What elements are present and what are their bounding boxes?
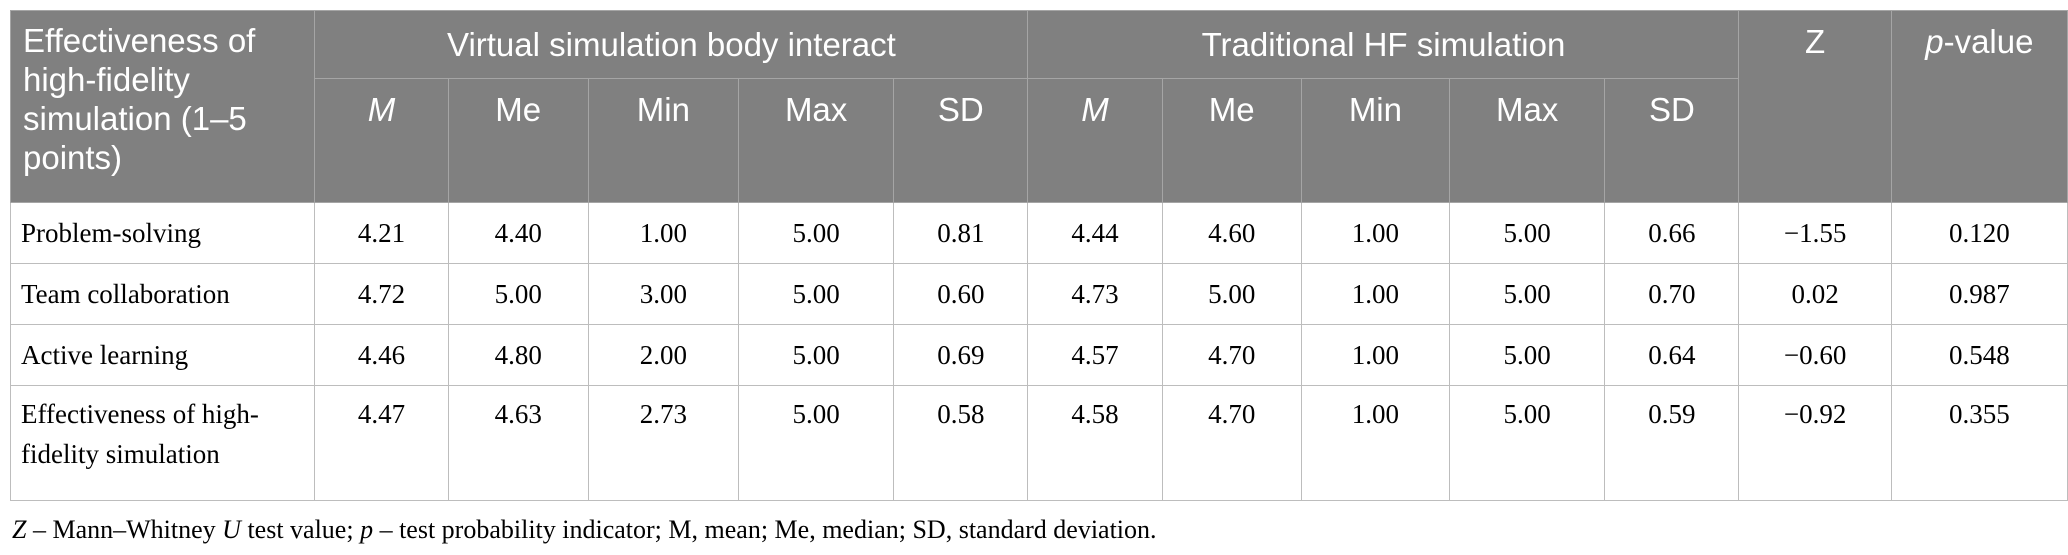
table-cell: 4.46 [314,324,449,386]
table-cell: 1.00 [1300,202,1451,264]
table-cell: 0.58 [893,385,1029,501]
table-cell: 4.70 [1161,324,1302,386]
subheader-traditional-1: Me [1161,78,1302,203]
subheader-virtual-2: Min [587,78,740,203]
table-cell: 5.00 [1449,202,1606,264]
table-cell: 1.00 [587,202,740,264]
table-cell: 4.73 [1027,263,1163,325]
table-row: Team collaboration 4.72 5.00 3.00 5.00 0.60 4.… [9,263,2068,325]
subheader-row: M Me Min Max SD M Me Min Max SD [11,78,2068,203]
table-cell: 5.00 [1449,324,1606,386]
footnote-text-2: test value; [240,515,361,544]
z-header: Z [1738,10,1892,203]
table-cell: 2.00 [587,324,740,386]
table-cell: 5.00 [737,385,895,501]
table-cell: 0.548 [1890,324,2068,386]
footnote-p-symbol: p [360,515,374,544]
results-table: Effectiveness of high-fidelity simulatio… [9,10,2068,501]
table-footnote: Z – Mann–Whitney U test value; p – test … [10,515,2068,545]
table-row: Problem-solving 4.21 4.40 1.00 5.00 0.81 4.44 4… [9,202,2068,264]
subheader-virtual-0: M [314,78,449,203]
table-cell: 0.64 [1604,324,1740,386]
subheader-traditional-3: Max [1449,78,1606,203]
row-label: Team collaboration [9,263,316,325]
table-cell: 4.57 [1027,324,1163,386]
subheader-traditional-0: M [1027,78,1163,203]
table-body: Problem-solving 4.21 4.40 1.00 5.00 0.81 4.44 4… [9,202,2068,501]
table-cell: 4.80 [447,324,589,386]
table-cell: −1.55 [1738,202,1892,264]
table-cell: 0.69 [893,324,1029,386]
table-cell: 4.60 [1161,202,1302,264]
table-cell: 1.00 [1300,263,1451,325]
table-cell: −0.92 [1738,385,1892,501]
table-cell: 5.00 [737,263,895,325]
table-cell: 2.73 [587,385,740,501]
table-cell: 0.60 [893,263,1029,325]
table-cell: 4.72 [314,263,449,325]
table-row: Active learning 4.46 4.80 2.00 5.00 0.69 4.57 4… [9,324,2068,386]
p-value-header: p-value [1890,10,2068,203]
table-cell: 5.00 [447,263,589,325]
table-cell: 5.00 [1161,263,1302,325]
stub-header: Effectiveness of high-fidelity simulatio… [9,10,316,203]
table-cell: 5.00 [737,202,895,264]
table-cell: 4.44 [1027,202,1163,264]
table-container: Effectiveness of high-fidelity simulatio… [9,10,2068,545]
table-cell: 1.00 [1300,385,1451,501]
table-cell: 4.21 [314,202,449,264]
table-cell: 4.63 [447,385,589,501]
row-label: Active learning [9,324,316,386]
table-cell: 0.70 [1604,263,1740,325]
table-cell: 4.58 [1027,385,1163,501]
p-header-suffix: -value [1943,23,2034,60]
table-cell: 0.02 [1738,263,1892,325]
subheader-virtual-4: SD [893,78,1029,203]
table-header: Effectiveness of high-fidelity simulatio… [9,10,2068,203]
footnote-text-1: – Mann–Whitney [26,515,223,544]
group-header-traditional: Traditional HF simulation [1027,10,1740,79]
row-label: Effectiveness of high-fidelity simulatio… [9,385,316,501]
table-cell: 0.987 [1890,263,2068,325]
footnote-u-symbol: U [222,515,241,544]
table-cell: 5.00 [1449,263,1606,325]
table-cell: 3.00 [587,263,740,325]
table-cell: 0.355 [1890,385,2068,501]
table-cell: 4.40 [447,202,589,264]
z-header-text: Z [1805,23,1826,60]
table-cell: −0.60 [1738,324,1892,386]
table-cell: 5.00 [1449,385,1606,501]
table-cell: 4.47 [314,385,449,501]
row-label: Problem-solving [9,202,316,264]
subheader-traditional-4: SD [1604,78,1740,203]
footnote-z-symbol: Z [12,515,27,544]
p-header-symbol: p [1925,23,1944,60]
subheader-virtual-3: Max [737,78,895,203]
group-header-virtual: Virtual simulation body interact [314,10,1029,79]
subheader-traditional-2: Min [1300,78,1451,203]
table-cell: 5.00 [737,324,895,386]
table-cell: 4.70 [1161,385,1302,501]
subheader-virtual-1: Me [447,78,589,203]
table-cell: 0.120 [1890,202,2068,264]
table-cell: 0.66 [1604,202,1740,264]
footnote-text-3: – test probability indicator; M, mean; M… [373,515,1157,544]
table-cell: 0.59 [1604,385,1740,501]
table-cell: 1.00 [1300,324,1451,386]
table-row: Effectiveness of high-fidelity simulatio… [9,385,2068,501]
table-cell: 0.81 [893,202,1029,264]
